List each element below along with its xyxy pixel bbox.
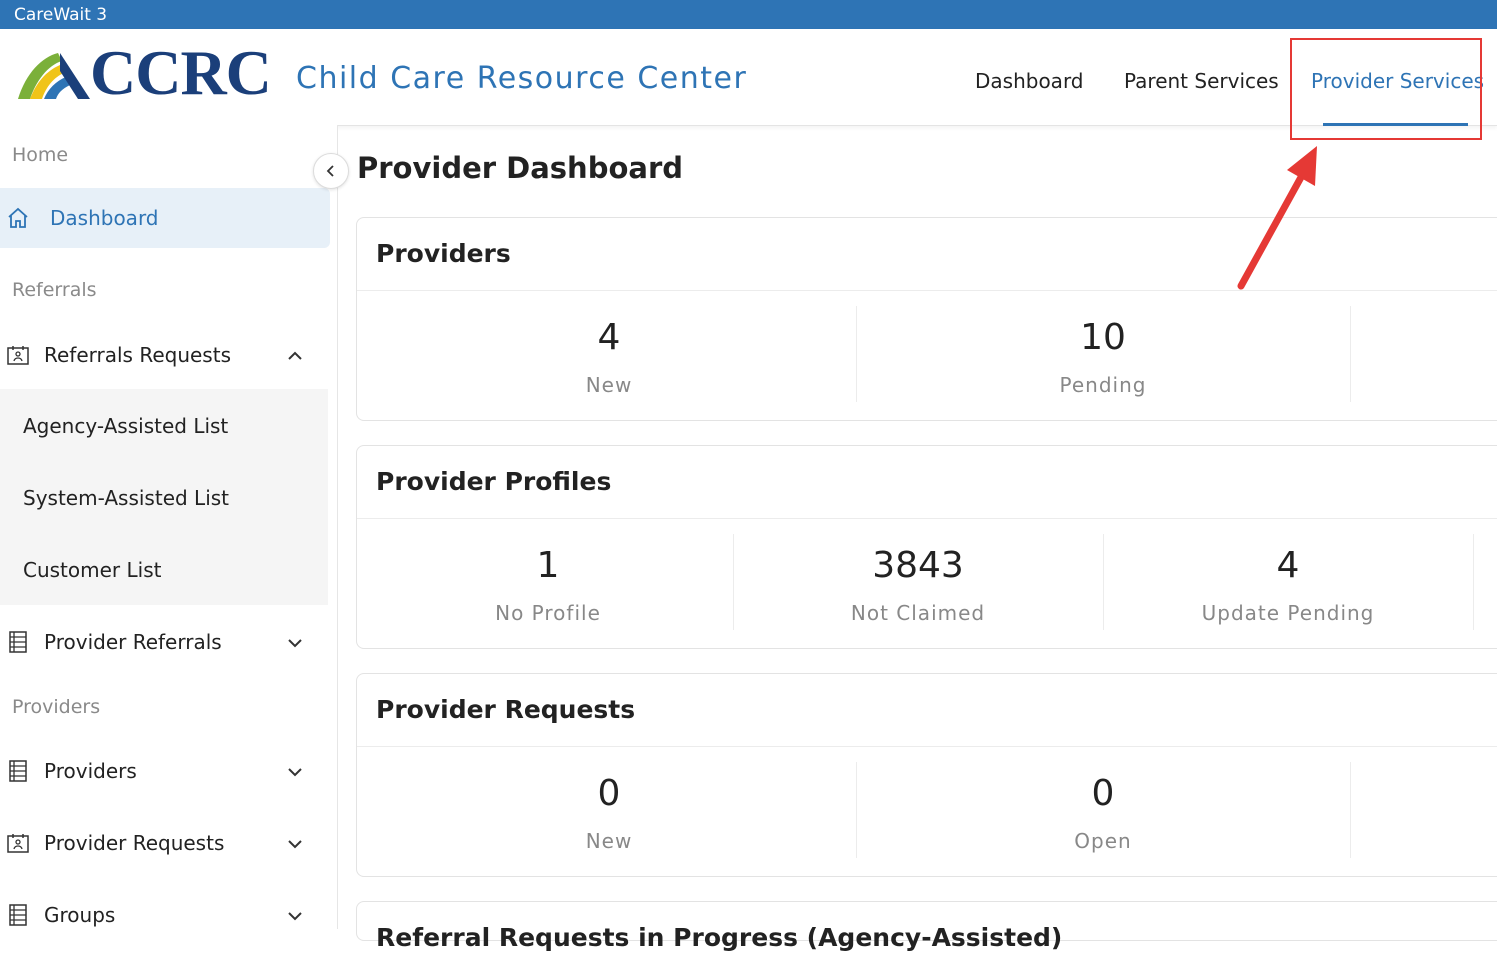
sidebar-item-groups[interactable]: Groups: [0, 885, 330, 945]
sidebar-item-label: Referrals Requests: [44, 343, 231, 367]
stat-value: 1: [536, 545, 560, 586]
stat-value: 4: [597, 317, 621, 358]
stat-new[interactable]: 4 New: [357, 306, 861, 406]
section-home: Home: [12, 144, 69, 166]
sidebar-item-providers[interactable]: Providers: [0, 741, 330, 801]
stat-separator: [733, 534, 734, 630]
logo-wordmark: CCRC: [90, 37, 272, 108]
stat-label: New: [585, 829, 633, 853]
stat-value: 10: [1080, 317, 1126, 358]
stat-separator: [1473, 534, 1474, 630]
chevron-down-icon[interactable]: [285, 762, 305, 782]
card-title: Providers: [376, 239, 511, 268]
stat-value: 4: [1276, 545, 1300, 586]
stat-no-profile[interactable]: 1 No Profile: [357, 534, 739, 634]
stat-not-claimed[interactable]: 3843 Not Claimed: [733, 534, 1103, 634]
stat-separator: [1350, 762, 1351, 858]
sidebar-item-label: Provider Referrals: [44, 630, 222, 654]
sidebar-item-label: Providers: [44, 759, 137, 783]
referrals-submenu: Agency-Assisted List System-Assisted Lis…: [0, 389, 328, 605]
sidebar-subitem-customer-list[interactable]: Customer List: [23, 558, 162, 582]
nav-dashboard[interactable]: Dashboard: [975, 69, 1084, 93]
stat-separator: [1350, 306, 1351, 402]
card-divider: [357, 290, 1497, 291]
annotation-arrow-icon: [1237, 146, 1317, 290]
stat-pending[interactable]: 10 Pending: [856, 306, 1350, 406]
stat-value: 3843: [872, 545, 964, 586]
sidebar-item-label: Groups: [44, 903, 116, 927]
providers-card: Providers 4 New 10 Pending: [356, 217, 1497, 421]
nav-provider-services[interactable]: Provider Services: [1311, 69, 1485, 93]
home-icon: [8, 207, 28, 228]
stat-open[interactable]: 0 Open: [856, 762, 1350, 862]
sidebar-item-provider-referrals[interactable]: Provider Referrals: [0, 612, 330, 672]
chevron-left-icon: [326, 165, 334, 177]
card-divider: [357, 518, 1497, 519]
chevron-up-icon[interactable]: [285, 346, 305, 366]
sidebar-item-provider-requests[interactable]: Provider Requests: [0, 813, 330, 873]
stat-label: Not Claimed: [850, 601, 986, 625]
stat-value: 0: [597, 773, 621, 814]
stat-label: Pending: [1059, 373, 1147, 397]
stat-label: Update Pending: [1201, 601, 1375, 625]
section-providers: Providers: [12, 696, 101, 718]
card-divider: [357, 746, 1497, 747]
calendar-user-icon: [7, 346, 29, 365]
list-document-icon: [9, 631, 27, 653]
stat-label: New: [585, 373, 633, 397]
section-referrals: Referrals: [12, 279, 97, 301]
stat-separator: [1103, 534, 1104, 630]
chevron-down-icon[interactable]: [285, 834, 305, 854]
calendar-user-icon: [7, 834, 29, 853]
card-title: Provider Requests: [376, 695, 636, 724]
list-document-icon: [9, 760, 27, 782]
sidebar-subitem-system-assisted[interactable]: System-Assisted List: [23, 486, 230, 510]
window-title: CareWait 3: [0, 0, 1497, 29]
chevron-down-icon[interactable]: [285, 906, 305, 926]
ccrc-logo-icon: [18, 53, 90, 99]
app-header: CCRC Child Care Resource Center Dashboar…: [0, 29, 1497, 126]
logo-subtitle: Child Care Resource Center: [296, 61, 748, 96]
stat-separator: [856, 762, 857, 858]
annotation-highlight-box: [1290, 38, 1482, 140]
sidebar: Home Dashboard Referrals Referrals Reque…: [0, 125, 338, 929]
stat-update-pending[interactable]: 4 Update Pending: [1103, 534, 1473, 634]
card-title: Referral Requests in Progress (Agency-As…: [376, 923, 1063, 952]
chevron-down-icon[interactable]: [285, 633, 305, 653]
nav-parent-services[interactable]: Parent Services: [1124, 69, 1279, 93]
sidebar-item-dashboard[interactable]: Dashboard: [0, 188, 330, 248]
sidebar-item-label: Dashboard: [50, 206, 159, 230]
stat-label: No Profile: [495, 601, 601, 625]
provider-profiles-card: Provider Profiles 1 No Profile 3843 Not …: [356, 445, 1497, 649]
stat-value: 0: [1091, 773, 1115, 814]
page-title: Provider Dashboard: [357, 151, 684, 185]
referral-requests-card: Referral Requests in Progress (Agency-As…: [356, 901, 1497, 952]
provider-requests-card: Provider Requests 0 New 0 Open: [356, 673, 1497, 877]
sidebar-item-label: Provider Requests: [44, 831, 225, 855]
active-nav-indicator: [1323, 123, 1468, 126]
stat-label: Open: [1074, 829, 1132, 853]
stat-new[interactable]: 0 New: [357, 762, 861, 862]
card-title: Provider Profiles: [376, 467, 612, 496]
list-document-icon: [9, 904, 27, 926]
sidebar-item-referrals-requests[interactable]: Referrals Requests: [0, 325, 330, 385]
sidebar-collapse-button[interactable]: [313, 153, 349, 189]
sidebar-subitem-agency-assisted[interactable]: Agency-Assisted List: [23, 414, 229, 438]
stat-separator: [856, 306, 857, 402]
